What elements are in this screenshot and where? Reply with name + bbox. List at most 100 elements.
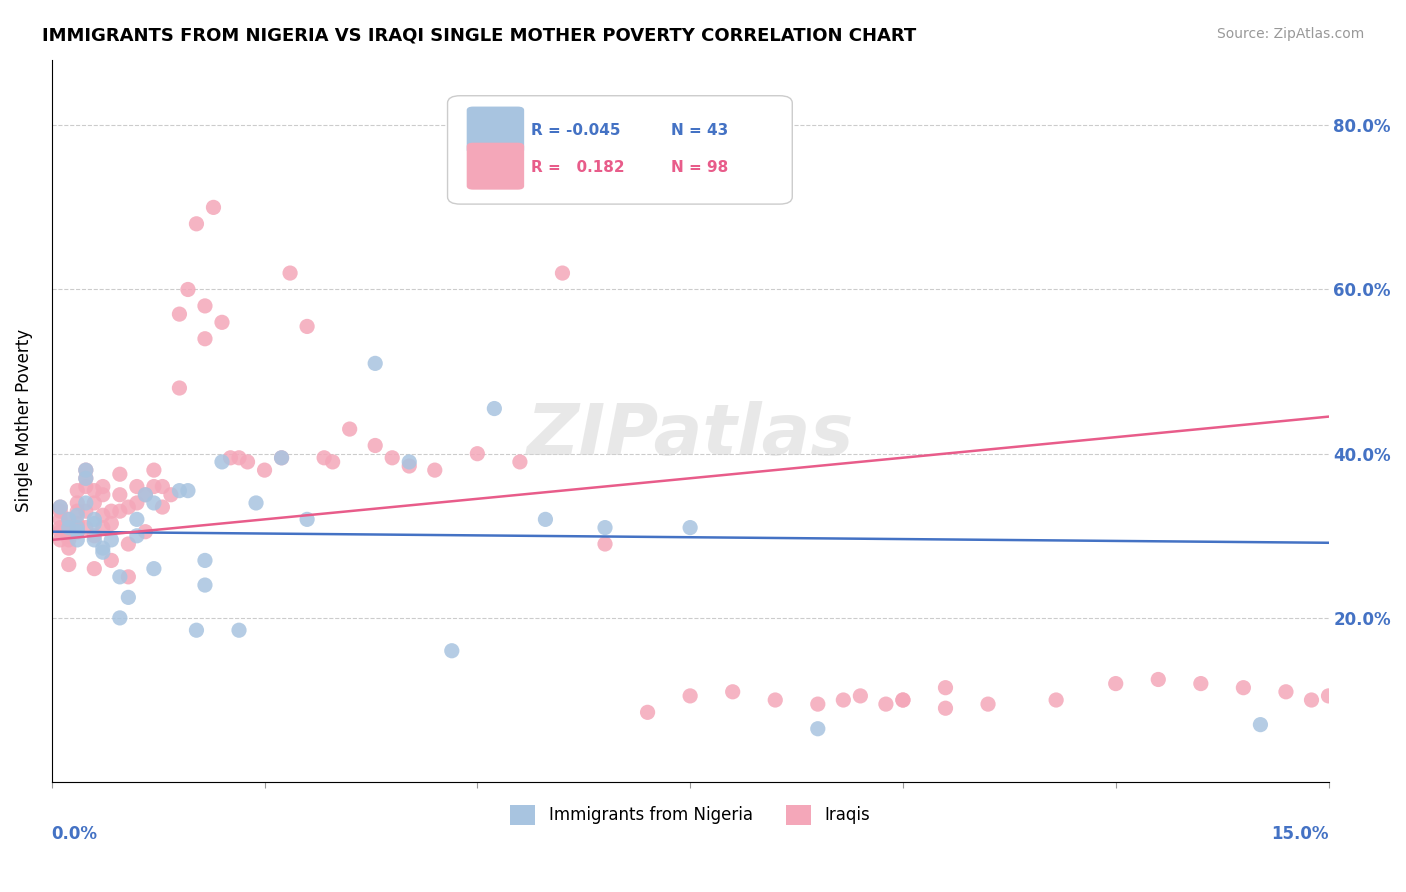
Point <box>66 483 89 498</box>
Point <box>100 533 122 547</box>
Point <box>253 463 276 477</box>
Point <box>125 496 148 510</box>
Point <box>763 693 786 707</box>
Point <box>58 512 80 526</box>
Point <box>134 488 156 502</box>
Text: R =   0.182: R = 0.182 <box>530 161 624 176</box>
Point <box>364 438 387 452</box>
Point <box>423 463 446 477</box>
Point <box>534 512 557 526</box>
Point <box>398 458 420 473</box>
Point <box>322 455 344 469</box>
Text: 0.0%: 0.0% <box>52 825 98 844</box>
Point <box>66 533 89 547</box>
Point <box>83 561 105 575</box>
Point <box>108 467 131 482</box>
Point <box>91 479 114 493</box>
Point <box>551 266 574 280</box>
Point <box>100 504 122 518</box>
Point <box>509 455 531 469</box>
Point <box>236 455 259 469</box>
Point <box>934 681 956 695</box>
Point <box>177 483 200 498</box>
Point <box>593 537 616 551</box>
Text: 15.0%: 15.0% <box>1271 825 1329 844</box>
Point <box>142 561 165 575</box>
Point <box>75 504 97 518</box>
Text: IMMIGRANTS FROM NIGERIA VS IRAQI SINGLE MOTHER POVERTY CORRELATION CHART: IMMIGRANTS FROM NIGERIA VS IRAQI SINGLE … <box>42 27 917 45</box>
Point <box>66 524 89 539</box>
Point <box>83 516 105 531</box>
Point <box>125 479 148 493</box>
Legend: Immigrants from Nigeria, Iraqis: Immigrants from Nigeria, Iraqis <box>503 798 877 831</box>
Point <box>1334 685 1357 699</box>
Point <box>339 422 361 436</box>
Point <box>83 483 105 498</box>
Point <box>875 697 897 711</box>
Y-axis label: Single Mother Poverty: Single Mother Poverty <box>15 329 32 512</box>
Point <box>245 496 267 510</box>
Point <box>91 541 114 555</box>
Point <box>100 553 122 567</box>
Point <box>66 508 89 523</box>
FancyBboxPatch shape <box>467 143 524 190</box>
Point <box>295 319 318 334</box>
Point <box>1105 676 1128 690</box>
Point <box>186 217 208 231</box>
Point <box>125 512 148 526</box>
Point <box>49 520 72 534</box>
Point <box>169 307 191 321</box>
Point <box>49 533 72 547</box>
Point <box>83 496 105 510</box>
Point <box>91 488 114 502</box>
Point <box>1275 685 1298 699</box>
Point <box>117 500 139 514</box>
FancyBboxPatch shape <box>447 95 792 204</box>
Point <box>142 479 165 493</box>
Point <box>142 496 165 510</box>
FancyBboxPatch shape <box>467 106 524 153</box>
Point <box>66 520 89 534</box>
Point <box>125 529 148 543</box>
Point <box>100 516 122 531</box>
Point <box>593 520 616 534</box>
Point <box>270 450 292 465</box>
Point <box>934 701 956 715</box>
Point <box>108 570 131 584</box>
Point <box>142 463 165 477</box>
Point <box>66 496 89 510</box>
Point <box>1317 689 1340 703</box>
Point <box>1189 676 1212 690</box>
Point <box>117 591 139 605</box>
Point <box>679 689 702 703</box>
Point <box>194 553 217 567</box>
Point <box>211 315 233 329</box>
Point <box>66 516 89 531</box>
Point <box>83 533 105 547</box>
Point <box>186 624 208 638</box>
Point <box>152 479 174 493</box>
Point <box>134 488 156 502</box>
Point <box>849 689 872 703</box>
Point <box>160 488 183 502</box>
Point <box>58 541 80 555</box>
Point <box>66 504 89 518</box>
Point <box>49 504 72 518</box>
Point <box>1045 693 1067 707</box>
Point <box>891 693 914 707</box>
Point <box>91 508 114 523</box>
Point <box>169 483 191 498</box>
Point <box>75 496 97 510</box>
Point <box>58 520 80 534</box>
Point <box>49 500 72 514</box>
Point <box>66 524 89 539</box>
Point <box>194 299 217 313</box>
Point <box>484 401 506 416</box>
Point <box>177 283 200 297</box>
Point <box>66 520 89 534</box>
Text: Source: ZipAtlas.com: Source: ZipAtlas.com <box>1216 27 1364 41</box>
Point <box>58 529 80 543</box>
Point <box>440 644 463 658</box>
Point <box>219 450 242 465</box>
Point <box>381 450 404 465</box>
